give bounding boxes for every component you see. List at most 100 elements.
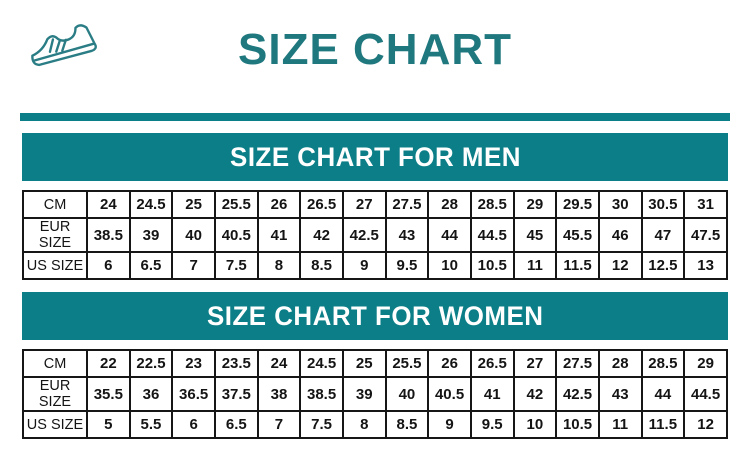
section-banner: SIZE CHART FOR WOMEN <box>22 292 728 340</box>
size-cell: 11 <box>597 410 643 439</box>
size-cell: 8.5 <box>299 251 344 280</box>
size-cell: 36 <box>128 376 174 412</box>
size-cell: 43 <box>597 376 643 412</box>
row-header: US SIZE <box>22 410 88 439</box>
size-cell: 47.5 <box>683 217 728 253</box>
page-header: SIZE CHART <box>0 0 750 113</box>
size-cell: 9.5 <box>469 410 515 439</box>
size-cell: 27.5 <box>384 190 430 219</box>
size-cell: 45.5 <box>555 217 600 253</box>
size-cell: 30 <box>597 190 643 219</box>
size-cell: 22.5 <box>128 349 174 378</box>
table-row: CM 22 22.5 23 23.5 24 24.5 25 25.5 26 26.5 27 27.5 28… <box>22 349 728 378</box>
size-cell: 42.5 <box>555 376 600 412</box>
size-cell: 9 <box>427 410 472 439</box>
size-cell: 25.5 <box>384 349 430 378</box>
size-cell: 42 <box>512 376 558 412</box>
size-cell: 10 <box>512 410 558 439</box>
table-row: EUR SIZE 35.5 36 36.5 37.5 38 38.5 39 40 40.5 41 42… <box>22 376 728 412</box>
size-cell: 29 <box>512 190 558 219</box>
size-cell: 25 <box>171 190 216 219</box>
size-cell: 11 <box>512 251 558 280</box>
size-table: CM 24 24.5 25 25.5 26 26.5 27 27.5 28 28.5 29 29.5 30… <box>22 190 728 280</box>
size-cell: 38.5 <box>86 217 131 253</box>
size-cell: 28.5 <box>640 349 686 378</box>
size-cell: 29 <box>683 349 728 378</box>
size-cell: 24 <box>86 190 131 219</box>
size-cell: 40 <box>384 376 430 412</box>
size-cell: 7.5 <box>213 251 259 280</box>
size-cell: 30.5 <box>640 190 686 219</box>
size-cell: 43 <box>384 217 430 253</box>
table-row: CM 24 24.5 25 25.5 26 26.5 27 27.5 28 28.5 29 29.5 30… <box>22 190 728 219</box>
size-cell: 45 <box>512 217 558 253</box>
size-cell: 42 <box>299 217 344 253</box>
size-cell: 29.5 <box>555 190 600 219</box>
row-header: EUR SIZE <box>22 217 88 253</box>
table-row: US SIZE 5 5.5 6 6.5 7 7.5 8 8.5 9 9.5 10 10.5 11 11.5 1… <box>22 410 728 439</box>
table-row: US SIZE 6 6.5 7 7.5 8 8.5 9 9.5 10 10.5 11 11.5 12 12.… <box>22 251 728 280</box>
size-cell: 27 <box>341 190 387 219</box>
size-cell: 24.5 <box>128 190 174 219</box>
size-cell: 28 <box>427 190 472 219</box>
size-cell: 6 <box>86 251 131 280</box>
size-cell: 27 <box>512 349 558 378</box>
size-cell: 12.5 <box>640 251 686 280</box>
size-cell: 5 <box>86 410 131 439</box>
size-cell: 10.5 <box>469 251 515 280</box>
size-cell: 44.5 <box>683 376 728 412</box>
size-cell: 41 <box>256 217 302 253</box>
size-cell: 7 <box>256 410 302 439</box>
size-cell: 37.5 <box>213 376 259 412</box>
size-cell: 7 <box>171 251 216 280</box>
size-cell: 38.5 <box>299 376 344 412</box>
size-cell: 12 <box>597 251 643 280</box>
size-cell: 36.5 <box>171 376 216 412</box>
size-cell: 6.5 <box>213 410 259 439</box>
size-cell: 8.5 <box>384 410 430 439</box>
row-header: US SIZE <box>22 251 88 280</box>
size-table: CM 22 22.5 23 23.5 24 24.5 25 25.5 26 26.5 27 27.5 28… <box>22 349 728 439</box>
table-row: EUR SIZE 38.5 39 40 40.5 41 42 42.5 43 44 44.5 45 45… <box>22 217 728 253</box>
size-cell: 24.5 <box>299 349 344 378</box>
size-cell: 13 <box>683 251 728 280</box>
size-cell: 47 <box>640 217 686 253</box>
size-cell: 9.5 <box>384 251 430 280</box>
size-cell: 11.5 <box>555 251 600 280</box>
size-cell: 39 <box>341 376 387 412</box>
size-cell: 31 <box>683 190 728 219</box>
size-section: SIZE CHART FOR WOMEN CM 22 22.5 23 23.5 24 24.… <box>0 292 750 439</box>
size-cell: 24 <box>256 349 302 378</box>
size-cell: 42.5 <box>341 217 387 253</box>
size-cell: 41 <box>469 376 515 412</box>
size-cell: 46 <box>597 217 643 253</box>
size-cell: 26 <box>256 190 302 219</box>
size-cell: 26.5 <box>299 190 344 219</box>
section-title: SIZE CHART FOR MEN <box>229 141 521 172</box>
size-cell: 7.5 <box>299 410 344 439</box>
size-section: SIZE CHART FOR MEN CM 24 24.5 25 25.5 26 26.5 2… <box>0 133 750 280</box>
size-cell: 35.5 <box>86 376 131 412</box>
row-header: CM <box>22 190 88 219</box>
size-cell: 28 <box>597 349 643 378</box>
divider-bar <box>20 113 730 121</box>
size-cell: 23 <box>171 349 216 378</box>
size-cell: 40.5 <box>427 376 472 412</box>
size-cell: 38 <box>256 376 302 412</box>
size-cell: 39 <box>128 217 174 253</box>
size-cell: 40.5 <box>213 217 259 253</box>
size-cell: 44 <box>427 217 472 253</box>
size-cell: 5.5 <box>128 410 174 439</box>
size-cell: 26.5 <box>469 349 515 378</box>
size-cell: 25.5 <box>213 190 259 219</box>
size-cell: 6.5 <box>128 251 174 280</box>
size-cell: 28.5 <box>469 190 515 219</box>
size-cell: 12 <box>683 410 728 439</box>
size-cell: 11.5 <box>640 410 686 439</box>
size-cell: 44 <box>640 376 686 412</box>
size-cell: 40 <box>171 217 216 253</box>
size-cell: 8 <box>341 410 387 439</box>
sneaker-icon <box>16 3 112 99</box>
size-cell: 10 <box>427 251 472 280</box>
